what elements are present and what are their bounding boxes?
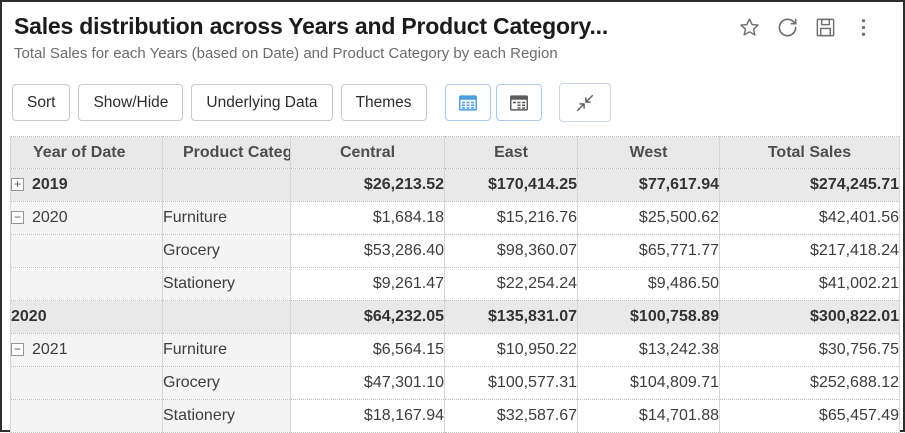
cell-total-sales: $252,688.12 [719,366,900,400]
pivot-view-button[interactable] [495,84,542,121]
cell-total-sales: $65,457.49 [719,399,900,433]
collapse-minus-icon[interactable]: − [11,211,24,224]
product-label: Grocery [162,234,291,268]
view-toggle-group [444,84,542,121]
more-options-kebab-icon[interactable] [852,16,875,39]
cell-east: $100,577.31 [444,366,578,400]
cell-total-sales: $274,245.71 [719,168,900,202]
cell-west: $25,500.62 [577,201,720,235]
cell-total-sales: $41,002.21 [719,267,900,301]
underlying-data-button[interactable]: Underlying Data [191,84,333,121]
product-label [162,168,291,202]
column-header-central[interactable]: Central [290,136,445,169]
favorite-star-icon[interactable] [738,16,761,39]
table-row-2019-total: +2019 $26,213.52 $170,414.25 $77,617.94 … [10,168,900,202]
year-label [10,366,163,400]
year-label: 2020 [10,300,163,334]
year-label: 2020 [32,209,68,226]
cell-east: $10,950.22 [444,333,578,367]
cell-total-sales: $42,401.56 [719,201,900,235]
table-view-button[interactable] [444,84,491,121]
product-label: Stationery [162,399,291,433]
cell-east: $98,360.07 [444,234,578,268]
cell-central: $47,301.10 [290,366,445,400]
year-label: 2021 [32,341,68,358]
refresh-icon[interactable] [776,16,799,39]
table-row-2020-furniture: −2020 Furniture $1,684.18 $15,216.76 $25… [10,201,900,235]
show-hide-button[interactable]: Show/Hide [78,84,184,121]
product-label: Stationery [162,267,291,301]
cell-total-sales: $217,418.24 [719,234,900,268]
year-label [10,267,163,301]
cell-west: $77,617.94 [577,168,720,202]
cell-central: $53,286.40 [290,234,445,268]
collapse-arrows-icon [574,92,596,114]
save-icon[interactable] [814,16,837,39]
cell-central: $64,232.05 [290,300,445,334]
header-actions [738,16,875,39]
product-label: Grocery [162,366,291,400]
product-label [162,300,291,334]
table-view-icon [457,92,479,114]
column-header-year-of-date[interactable]: Year of Date [10,136,163,169]
cell-central: $6,564.15 [290,333,445,367]
cell-total-sales: $300,822.01 [719,300,900,334]
product-label: Furniture [162,201,291,235]
cell-east: $15,216.76 [444,201,578,235]
cell-east: $135,831.07 [444,300,578,334]
cell-central: $18,167.94 [290,399,445,433]
column-header-product-category[interactable]: Product Category [162,136,291,169]
expand-plus-icon[interactable]: + [11,178,24,191]
sort-button[interactable]: Sort [12,84,71,121]
cell-east: $32,587.67 [444,399,578,433]
cell-west: $13,242.38 [577,333,720,367]
cell-west: $65,771.77 [577,234,720,268]
pivot-table: Year of Date Product Category Central Ea… [10,136,900,433]
table-row-2020-stationery: Stationery $9,261.47 $22,254.24 $9,486.5… [10,267,900,301]
themes-button[interactable]: Themes [340,84,427,121]
year-label: 2019 [32,176,68,193]
table-row-2021-furniture: −2021 Furniture $6,564.15 $10,950.22 $13… [10,333,900,367]
table-row-2020-total: 2020 $64,232.05 $135,831.07 $100,758.89 … [10,300,900,334]
page-title: Sales distribution across Years and Prod… [14,13,609,39]
collapse-minus-icon[interactable]: − [11,343,24,356]
column-header-total-sales[interactable]: Total Sales [719,136,900,169]
table-row-2020-grocery: Grocery $53,286.40 $98,360.07 $65,771.77… [10,234,900,268]
table-header-row: Year of Date Product Category Central Ea… [10,136,900,169]
cell-west: $14,701.88 [577,399,720,433]
table-row-2021-grocery: Grocery $47,301.10 $100,577.31 $104,809.… [10,366,900,400]
cell-west: $100,758.89 [577,300,720,334]
column-header-west[interactable]: West [577,136,720,169]
collapse-view-button[interactable] [558,83,611,122]
toolbar: Sort Show/Hide Underlying Data Themes [12,83,903,122]
product-label: Furniture [162,333,291,367]
cell-west: $104,809.71 [577,366,720,400]
pivot-view-icon [508,92,530,114]
page-header: Sales distribution across Years and Prod… [2,2,903,63]
cell-east: $170,414.25 [444,168,578,202]
table-row-2021-stationery: Stationery $18,167.94 $32,587.67 $14,701… [10,399,900,433]
page-subtitle: Total Sales for each Years (based on Dat… [14,45,558,62]
cell-east: $22,254.24 [444,267,578,301]
cell-central: $1,684.18 [290,201,445,235]
year-label [10,399,163,433]
cell-total-sales: $30,756.75 [719,333,900,367]
cell-west: $9,486.50 [577,267,720,301]
cell-central: $26,213.52 [290,168,445,202]
column-header-east[interactable]: East [444,136,578,169]
cell-central: $9,261.47 [290,267,445,301]
year-label [10,234,163,268]
